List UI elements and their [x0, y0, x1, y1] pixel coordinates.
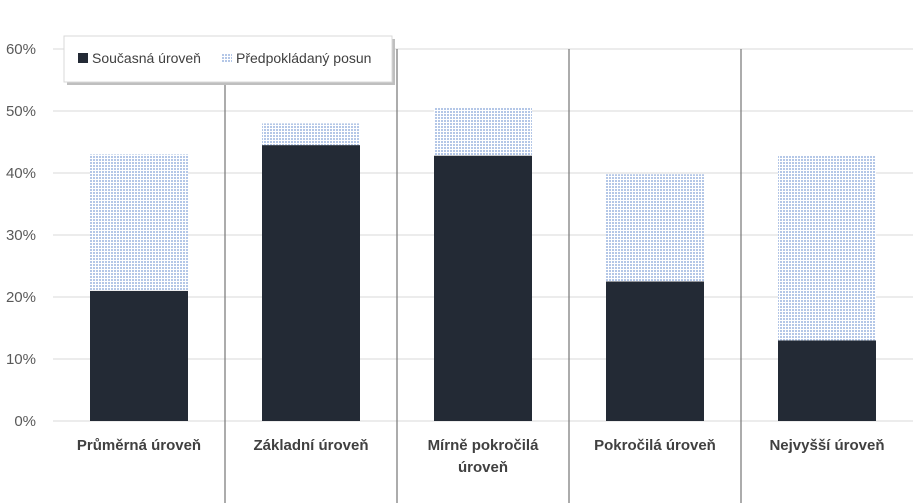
x-category-label: Pokročilá úroveň	[594, 437, 716, 454]
y-tick-label: 0%	[14, 413, 36, 430]
x-axis-category-labels: Průměrná úroveň Základní úroveň Mírně pokr…	[77, 437, 885, 476]
bar-expected-shift	[778, 155, 876, 341]
bars	[90, 107, 876, 421]
bar-current-level	[262, 145, 360, 421]
bar-current-level	[606, 281, 704, 421]
y-axis-tick-labels: 0% 10% 20% 30% 40% 50% 60%	[6, 41, 36, 430]
x-category-label: Průměrná úroveň	[77, 437, 201, 454]
bar-expected-shift	[606, 174, 704, 282]
y-tick-label: 50%	[6, 103, 36, 120]
y-tick-label: 20%	[6, 289, 36, 306]
x-category-label: Základní úroveň	[253, 437, 368, 454]
legend-swatch-current	[78, 53, 88, 63]
legend-label-current: Současná úroveň	[92, 50, 201, 66]
legend-label-expected: Předpokládaný posun	[236, 50, 371, 66]
legend: Současná úroveň Předpokládaný posun	[63, 35, 395, 85]
bar-current-level	[434, 155, 532, 421]
y-tick-label: 40%	[6, 165, 36, 182]
bar-expected-shift	[90, 154, 188, 291]
bar-current-level	[90, 290, 188, 421]
bar-expected-shift	[262, 123, 360, 146]
y-tick-label: 30%	[6, 227, 36, 244]
category-separators	[224, 49, 742, 503]
y-tick-label: 60%	[6, 41, 36, 58]
y-tick-label: 10%	[6, 351, 36, 368]
x-category-label: Mírně pokročilá	[428, 437, 540, 454]
x-category-label: úroveň	[458, 459, 508, 476]
bar-current-level	[778, 340, 876, 421]
bar-expected-shift	[434, 107, 532, 156]
x-category-label: Nejvyšší úroveň	[769, 437, 884, 454]
legend-swatch-expected	[222, 53, 232, 63]
